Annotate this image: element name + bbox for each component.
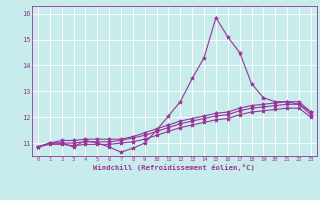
- X-axis label: Windchill (Refroidissement éolien,°C): Windchill (Refroidissement éolien,°C): [93, 164, 255, 171]
